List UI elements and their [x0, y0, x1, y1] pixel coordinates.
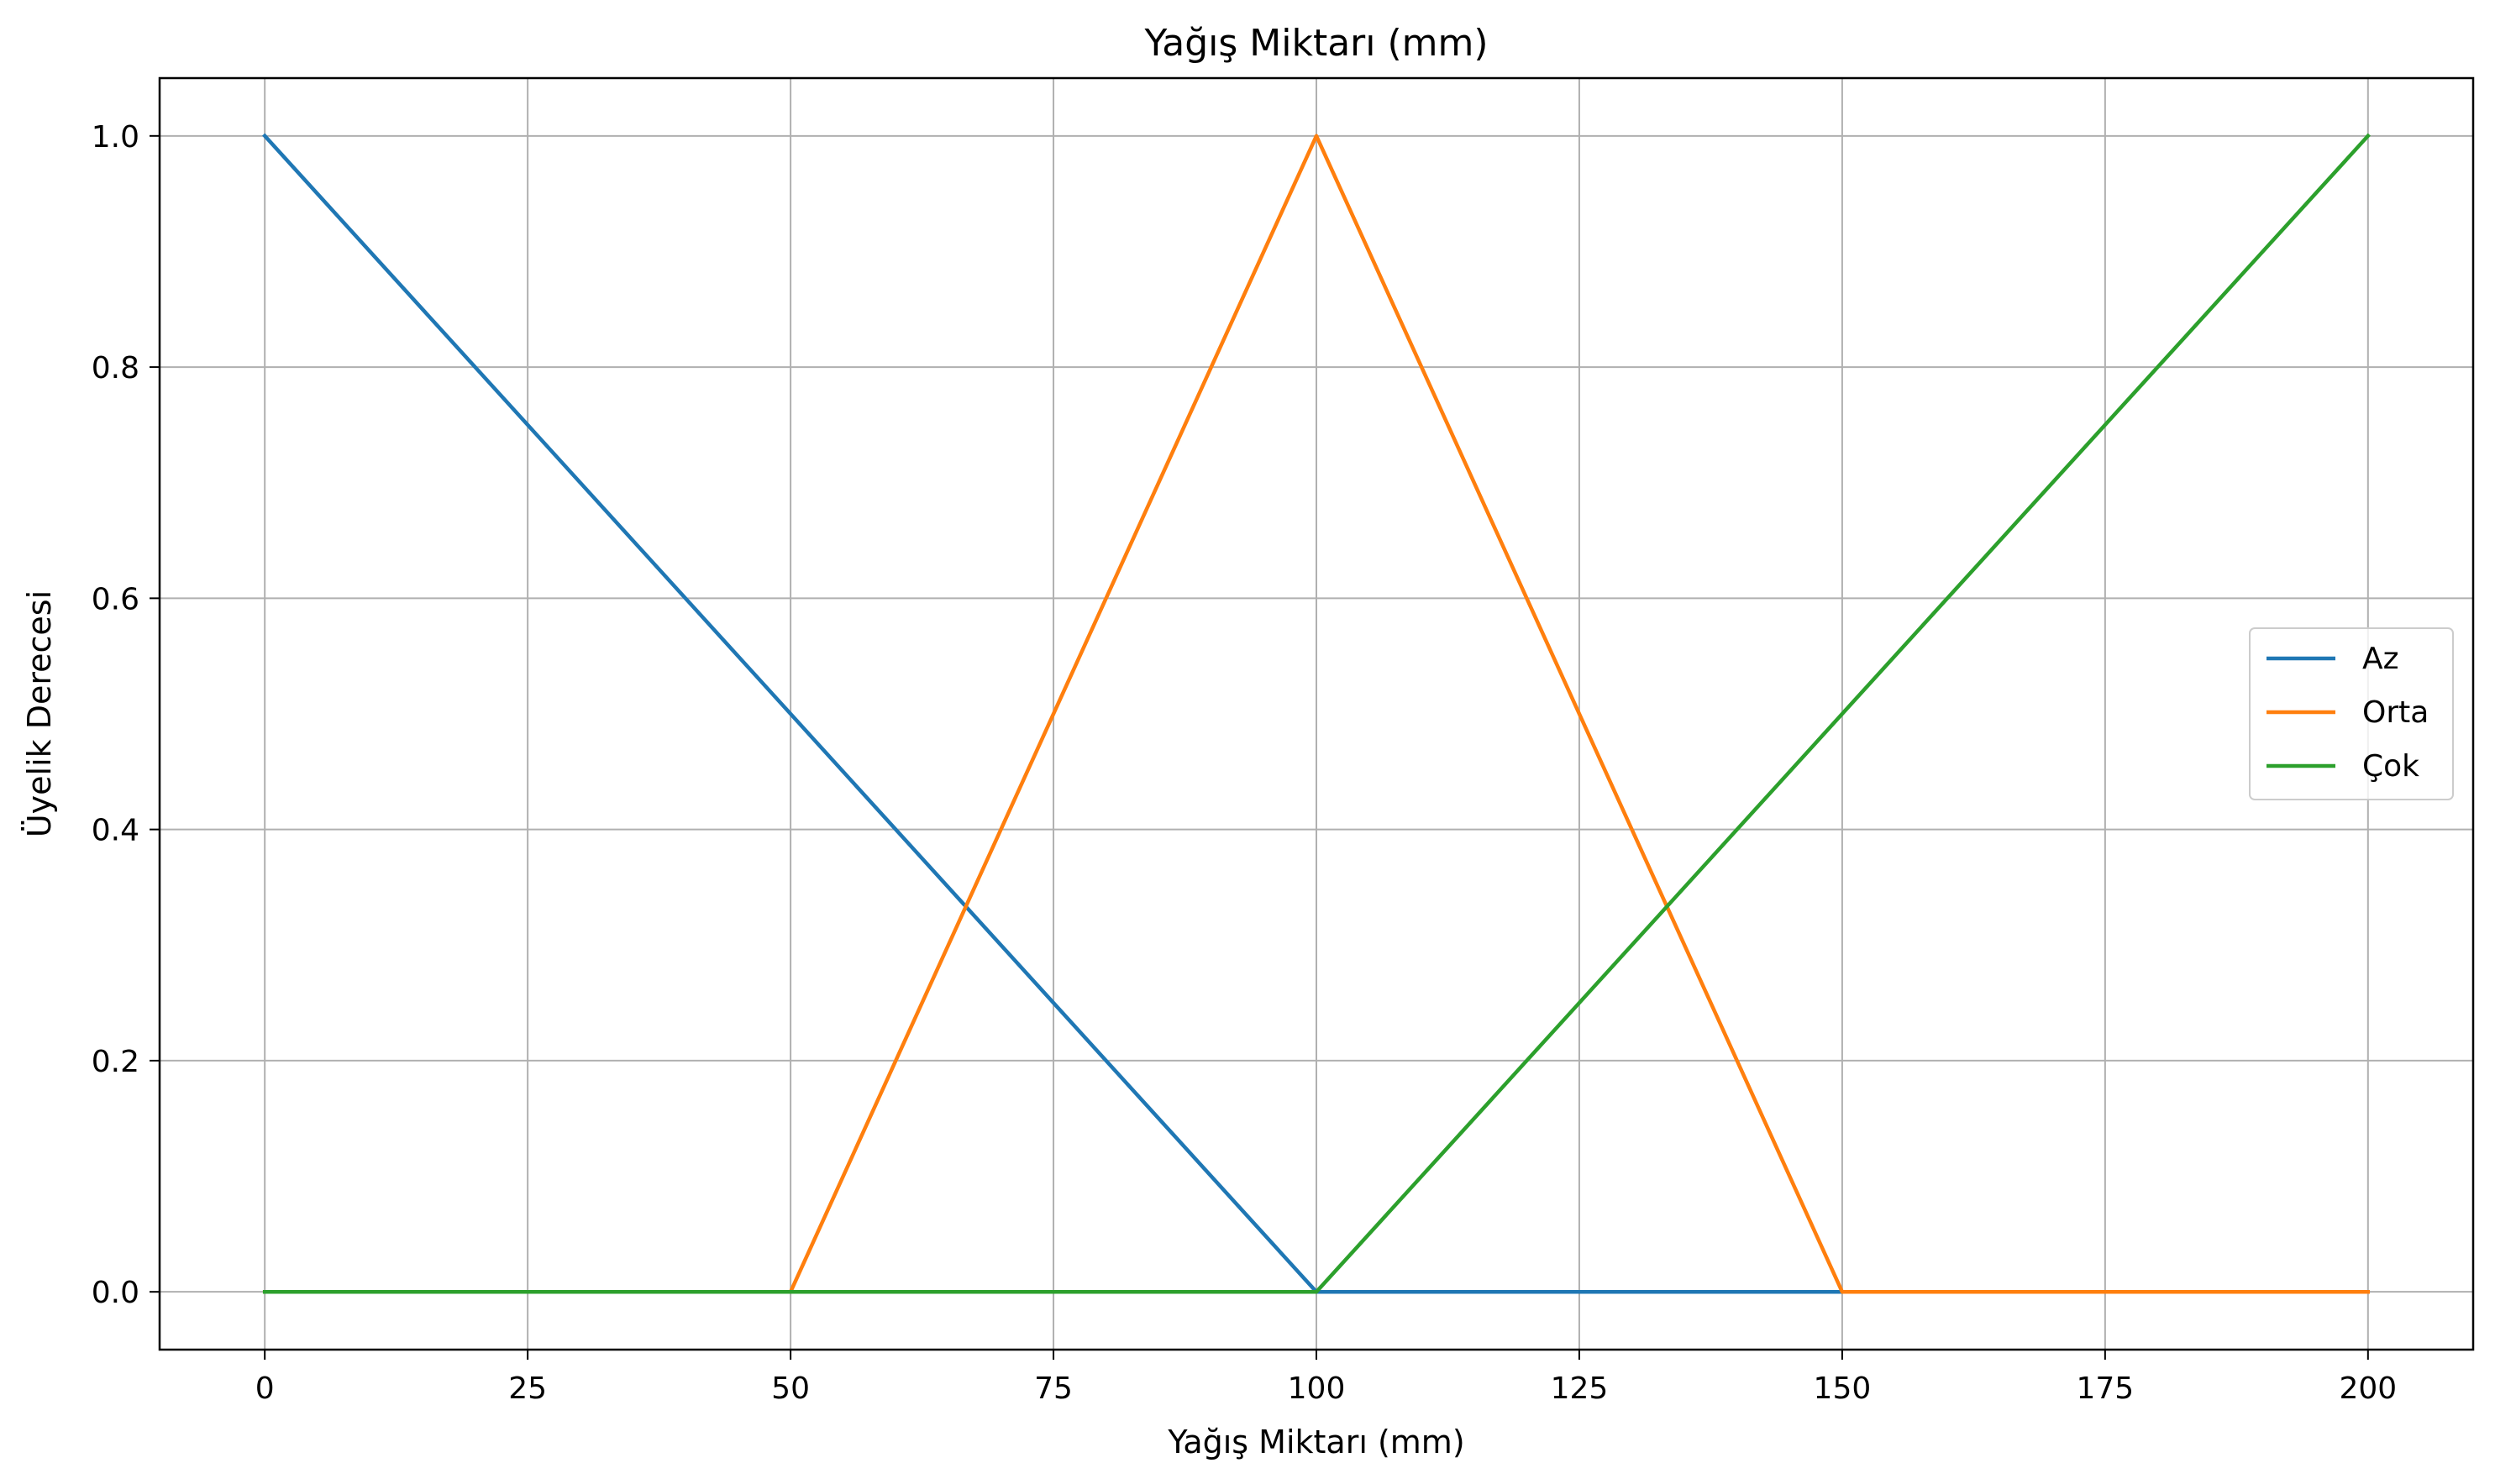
- y-axis-label: Üyelik Derecesi: [21, 590, 58, 837]
- x-tick-label: 100: [1288, 1371, 1346, 1406]
- x-axis-label: Yağış Miktarı (mm): [1167, 1424, 1464, 1460]
- y-tick-label: 0.6: [92, 582, 139, 616]
- y-ticks: 0.0 0.2 0.4 0.6 0.8 1.0: [92, 120, 160, 1310]
- legend-items: Az Orta Çok: [2267, 642, 2429, 784]
- y-tick-label: 0.0: [92, 1276, 139, 1310]
- x-tick-label: 0: [255, 1371, 275, 1406]
- legend-box: [2249, 627, 2454, 800]
- x-tick-label: 75: [1034, 1371, 1073, 1406]
- x-tick-label: 175: [2077, 1371, 2135, 1406]
- legend-label: Çok: [2362, 749, 2419, 784]
- x-tick-label: 150: [1814, 1371, 1872, 1406]
- x-tick-label: 125: [1551, 1371, 1609, 1406]
- y-tick-label: 0.8: [92, 351, 139, 385]
- x-tick-label: 50: [771, 1371, 810, 1406]
- x-tick-label: 25: [508, 1371, 547, 1406]
- chart-title: Yağış Miktarı (mm): [1143, 22, 1488, 65]
- grid-layer: [160, 78, 2473, 1350]
- y-tick-label: 1.0: [92, 120, 139, 155]
- series-layer: [262, 133, 2371, 1294]
- series-line--ok: [262, 133, 2371, 1294]
- x-tick-label: 200: [2339, 1371, 2397, 1406]
- y-tick-label: 0.2: [92, 1045, 139, 1079]
- y-tick-label: 0.4: [92, 814, 139, 848]
- legend: Az Orta Çok: [2249, 627, 2454, 800]
- legend-label: Orta: [2362, 695, 2429, 730]
- legend-label: Az: [2362, 642, 2399, 676]
- x-ticks: 0 25 50 75 100 125 150 175 200: [255, 1350, 2397, 1406]
